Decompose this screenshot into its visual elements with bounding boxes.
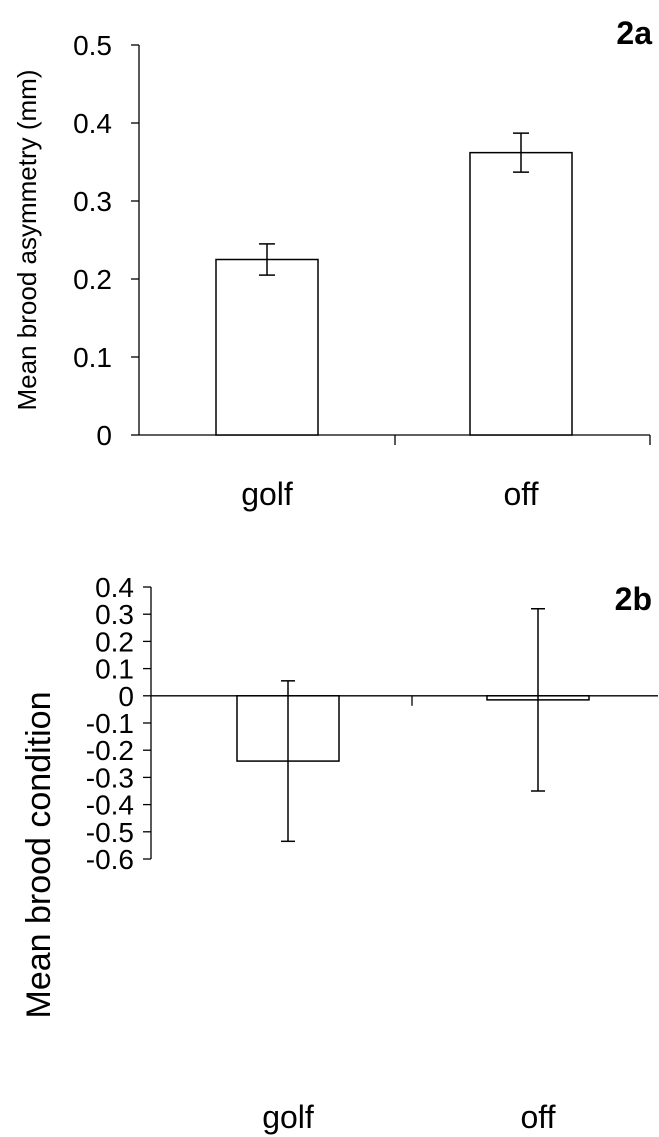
chart-2b-y-tick-label: -0.3 [86, 762, 134, 793]
chart-2b-y-tick-label: 0.3 [95, 599, 134, 630]
chart-2a-category-label: golf [241, 476, 293, 512]
chart-2b-y-tick-label: -0.2 [86, 735, 134, 766]
chart-2b: 2b Mean brood condition 0.40.30.20.10-0.… [20, 572, 658, 1135]
chart-2b-title: 2b [615, 581, 652, 617]
chart-2a-y-tick-label: 0.3 [73, 186, 112, 217]
chart-2b-y-tick-label: -0.1 [86, 708, 134, 739]
chart-2a: 2a Mean brood asymmetry (mm) 0 0.1 0.2 0.3 0… [12, 15, 652, 512]
chart-2b-y-tick-label: 0.4 [95, 572, 134, 603]
chart-2a-y-axis-label: Mean brood asymmetry (mm) [12, 70, 42, 411]
chart-2a-category-label: off [504, 476, 539, 512]
chart-2a-title: 2a [616, 15, 652, 51]
chart-2a-y-tick-label: 0.5 [73, 30, 112, 61]
chart-2b-y-axis-label: Mean brood condition [20, 691, 58, 1018]
chart-2b-category-label: off [521, 1099, 556, 1135]
chart-2a-bar-off [469, 151, 573, 436]
chart-2b-y-tick-label: 0.2 [95, 626, 134, 657]
chart-2b-y-tick-label: 0.1 [95, 654, 134, 685]
chart-2a-y-tick-label: 0 [96, 420, 112, 451]
chart-2b-y-tick-label: 0 [118, 681, 134, 712]
chart-2a-y-tick-label: 0.2 [73, 264, 112, 295]
chart-2b-y-tick-label: -0.5 [86, 817, 134, 848]
chart-2a-y-tick-label: 0.1 [73, 342, 112, 373]
chart-2b-y-tick-label: -0.6 [86, 844, 134, 875]
chart-2b-y-tick-label: -0.4 [86, 790, 134, 821]
chart-2a-y-tick-label: 0.4 [73, 108, 112, 139]
chart-2a-bar-golf [215, 258, 319, 436]
chart-2b-category-label: golf [262, 1099, 314, 1135]
